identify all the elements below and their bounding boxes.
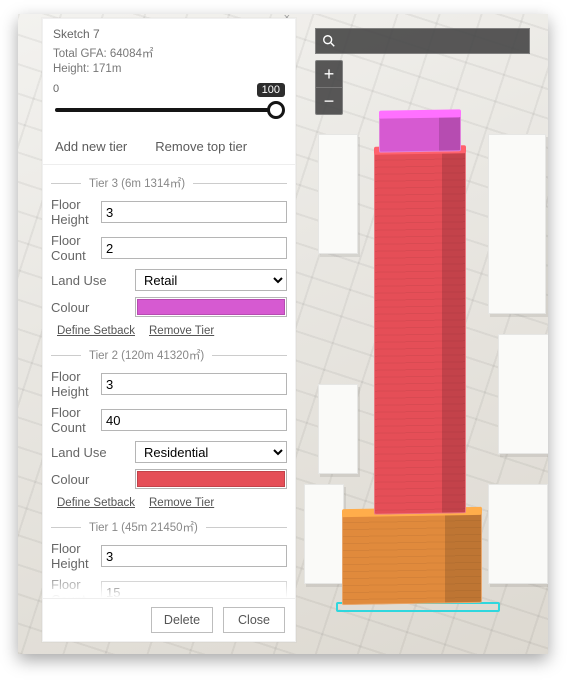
field-row: Floor Count <box>51 577 287 598</box>
map-search-input[interactable] <box>342 33 523 49</box>
field-label: Floor Height <box>51 369 101 399</box>
field-row: Floor Height <box>51 369 287 399</box>
zoom-control: + − <box>315 60 343 115</box>
field-label: Land Use <box>51 273 135 288</box>
context-building <box>318 134 358 254</box>
slider-min-label: 0 <box>53 83 59 97</box>
field-row: Land Use RetailResidentialOfficeHotelPar… <box>51 441 287 463</box>
tier-header: Tier 1 (45m 21450㎡) <box>51 519 287 535</box>
field-label: Colour <box>51 472 135 487</box>
field-row: Land Use RetailResidentialOfficeHotelPar… <box>51 269 287 291</box>
define-setback-link[interactable]: Define Setback <box>57 325 135 337</box>
define-setback-link[interactable]: Define Setback <box>57 497 135 509</box>
gfa-value: 64084㎡ <box>110 48 153 60</box>
height-label: Height: <box>53 63 89 75</box>
tier-sublinks: Define Setback Remove Tier <box>51 495 287 515</box>
field-row: Floor Height <box>51 541 287 571</box>
context-building <box>498 334 548 454</box>
land-use-select[interactable]: RetailResidentialOfficeHotelParking <box>135 441 287 463</box>
slider-thumb[interactable] <box>267 101 285 119</box>
height-value: 171m <box>93 63 122 75</box>
context-building <box>318 384 358 474</box>
tiers-list: Tier 3 (6m 1314㎡) Floor Height Floor Cou… <box>43 165 295 598</box>
field-row: Floor Count <box>51 405 287 435</box>
tier-header-text: Tier 1 (45m 21450㎡) <box>89 519 198 535</box>
context-building <box>304 484 344 584</box>
floor-height-input[interactable] <box>101 201 287 223</box>
field-row: Colour <box>51 297 287 317</box>
field-row: Floor Count <box>51 233 287 263</box>
tier1-base <box>342 513 482 605</box>
zoom-out-button[interactable]: − <box>316 88 342 114</box>
floor-height-input[interactable] <box>101 373 287 395</box>
context-building <box>488 484 548 584</box>
field-label: Land Use <box>51 445 135 460</box>
remove-top-tier-link[interactable]: Remove top tier <box>155 139 247 154</box>
colour-swatch[interactable] <box>135 297 287 317</box>
tier-header-text: Tier 2 (120m 41320㎡) <box>89 347 204 363</box>
tier-cap <box>379 109 461 118</box>
map-search[interactable] <box>315 28 530 54</box>
land-use-select[interactable]: RetailResidentialOfficeHotelParking <box>135 269 287 291</box>
sketch-panel: Sketch 7 Total GFA: 64084㎡ Height: 171m … <box>42 18 296 642</box>
field-label: Floor Count <box>51 405 101 435</box>
remove-tier-link[interactable]: Remove Tier <box>149 497 214 509</box>
add-tier-link[interactable]: Add new tier <box>55 139 127 154</box>
remove-tier-link[interactable]: Remove Tier <box>149 325 214 337</box>
tier-header: Tier 2 (120m 41320㎡) <box>51 347 287 363</box>
search-icon <box>322 34 336 48</box>
app-frame: + − × Sketch 7 Total GFA: 64084㎡ Height:… <box>18 14 548 654</box>
floor-count-input[interactable] <box>101 409 287 431</box>
field-label: Colour <box>51 300 135 315</box>
floor-count-input[interactable] <box>101 237 287 259</box>
colour-swatch[interactable] <box>135 469 287 489</box>
tier-header-text: Tier 3 (6m 1314㎡) <box>89 175 185 191</box>
facade-shade <box>439 116 460 150</box>
floor-count-input[interactable] <box>101 581 287 598</box>
tier-block: Tier 3 (6m 1314㎡) Floor Height Floor Cou… <box>51 175 287 343</box>
panel-footer: Delete Close <box>43 598 295 641</box>
sketch-title: Sketch 7 <box>53 27 285 41</box>
field-label: Floor Height <box>51 541 101 571</box>
tier-actions: Add new tier Remove top tier <box>43 131 295 165</box>
context-building <box>488 134 546 314</box>
opacity-slider: 0 100 <box>43 81 295 131</box>
tier-block: Tier 1 (45m 21450㎡) Floor Height Floor C… <box>51 519 287 598</box>
delete-button[interactable]: Delete <box>151 607 213 633</box>
field-label: Floor Count <box>51 233 101 263</box>
panel-header: Sketch 7 Total GFA: 64084㎡ Height: 171m <box>43 19 295 81</box>
slider-track[interactable] <box>53 99 285 121</box>
tier-block: Tier 2 (120m 41320㎡) Floor Height Floor … <box>51 347 287 515</box>
slider-value-bubble: 100 <box>257 83 285 97</box>
floor-lines <box>343 514 481 604</box>
floor-height-input[interactable] <box>101 545 287 567</box>
field-label: Floor Height <box>51 197 101 227</box>
tier2-mid <box>374 151 466 515</box>
tier-sublinks: Define Setback Remove Tier <box>51 323 287 343</box>
field-row: Floor Height <box>51 197 287 227</box>
close-button[interactable]: Close <box>223 607 285 633</box>
field-label: Floor Count <box>51 577 101 598</box>
tier-header: Tier 3 (6m 1314㎡) <box>51 175 287 191</box>
zoom-in-button[interactable]: + <box>316 61 342 87</box>
tier3-top <box>379 115 461 152</box>
gfa-label: Total GFA: <box>53 48 107 60</box>
floor-lines <box>375 152 465 514</box>
field-row: Colour <box>51 469 287 489</box>
slider-bar <box>55 108 283 112</box>
